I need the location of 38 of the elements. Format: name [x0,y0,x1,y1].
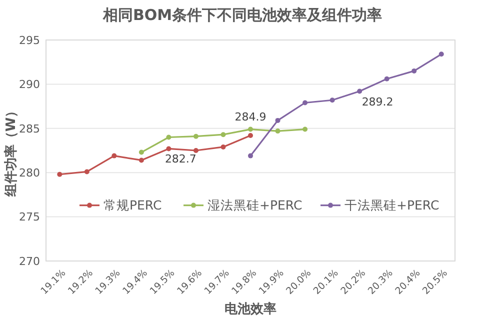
point [275,128,280,134]
point [84,169,90,174]
legend-label: 干法黑硅+PERC [344,198,440,213]
y-tick-label: 270 [19,254,40,268]
point [248,126,253,132]
point [112,153,117,158]
point [275,118,280,123]
point [384,76,390,82]
annotation: 289.2 [362,95,394,108]
annotation: 282.7 [164,152,196,166]
y-tick-label: 290 [19,78,40,92]
point [438,52,444,57]
y-tick-label: 285 [19,122,40,136]
point [220,132,226,138]
legend-label: 常规PERC [104,198,162,213]
point [302,100,308,106]
point [138,150,144,155]
point [412,68,417,74]
point [57,172,62,177]
point [248,132,253,138]
point [357,88,362,94]
point [193,134,198,139]
y-axis-title: 组件功率（W） [3,104,19,198]
y-tick-label: 295 [19,34,40,47]
legend-label: 湿法黑硅+PERC [208,198,302,213]
annotation: 284.9 [234,110,266,124]
point [193,148,198,153]
point [138,158,144,163]
point [220,144,226,150]
point [248,153,253,158]
y-tick-label: 280 [19,166,40,180]
point [302,126,308,132]
point [166,146,172,152]
chart-title: 相同BOM条件下不同电池效率及组件功率 [102,6,382,24]
y-tick-label: 275 [19,210,40,224]
x-axis-title: 电池效率 [224,301,276,317]
point [330,98,335,103]
point [166,134,172,140]
